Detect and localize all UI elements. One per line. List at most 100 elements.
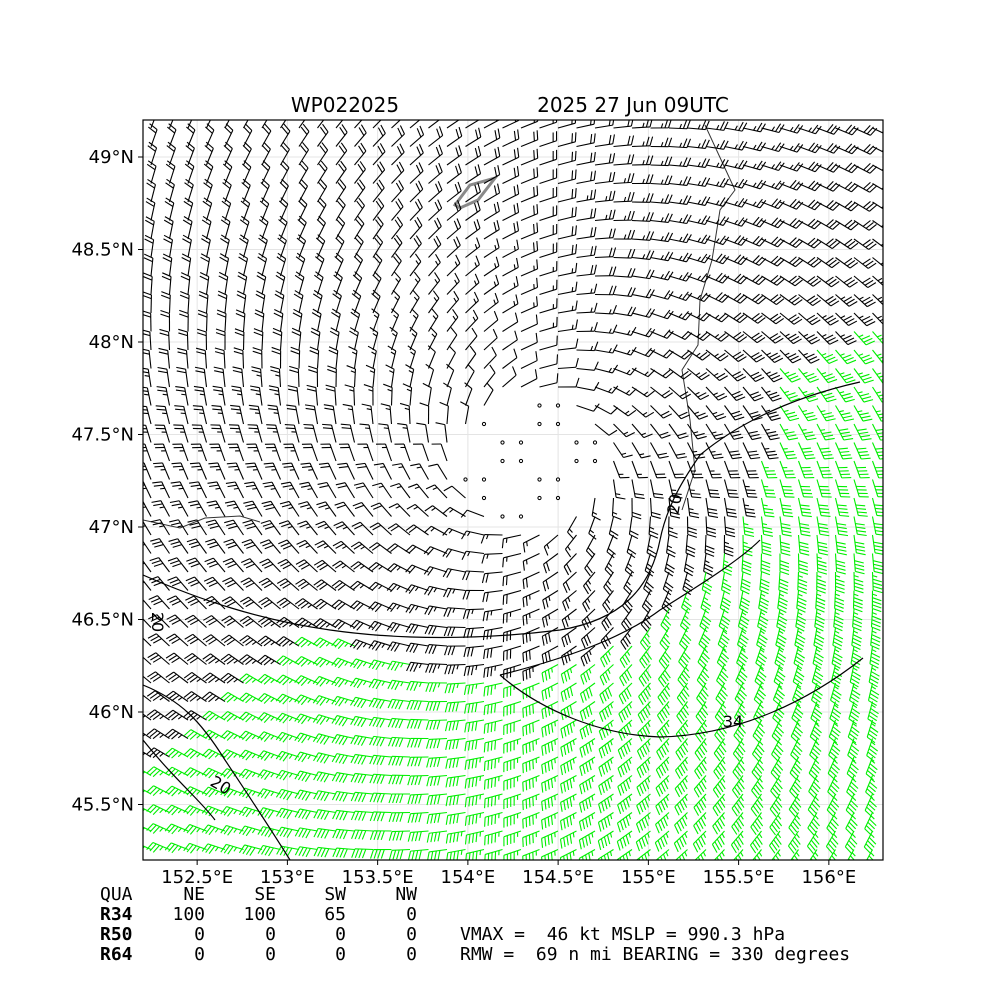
wind-barb-94 bbox=[409, 144, 424, 166]
wind-barb-845 bbox=[224, 500, 244, 517]
table-row-r50-ne: 0 bbox=[194, 924, 205, 945]
wind-barb-462 bbox=[557, 319, 579, 333]
wind-barb-193 bbox=[761, 198, 785, 210]
wind-barb-793 bbox=[760, 479, 776, 498]
wind-barb-277 bbox=[835, 238, 859, 250]
wind-barb-795 bbox=[797, 479, 814, 498]
wind-barb-157 bbox=[835, 181, 859, 193]
wind-barb-303 bbox=[576, 245, 597, 259]
wind-barb-777 bbox=[463, 477, 468, 482]
wind-barb-674 bbox=[779, 423, 799, 441]
table-header-sw: SW bbox=[324, 884, 346, 905]
wind-barb-455 bbox=[428, 308, 439, 332]
wind-barb-817 bbox=[443, 485, 466, 499]
wind-barb-502 bbox=[557, 338, 579, 351]
wind-barb-405 bbox=[236, 290, 247, 314]
wind-barb-401 bbox=[161, 291, 171, 314]
wind-barb-997 bbox=[834, 571, 845, 594]
wind-barb-732 bbox=[357, 443, 374, 462]
wind-barb-903 bbox=[564, 534, 577, 558]
wind-barb-694 bbox=[397, 423, 411, 443]
wind-barb-1012 bbox=[349, 580, 374, 591]
wind-barb-342 bbox=[557, 262, 578, 277]
wind-barb-40 bbox=[148, 123, 158, 147]
wind-barb-740 bbox=[518, 458, 524, 464]
wind-barb-566 bbox=[251, 366, 263, 388]
wind-barb-174 bbox=[409, 180, 424, 203]
wind-barb-516 bbox=[816, 349, 838, 364]
wind-barb-565 bbox=[232, 366, 245, 388]
wind-barb-313 bbox=[761, 255, 785, 267]
wind-barb-911 bbox=[723, 534, 734, 557]
wind-barb-102 bbox=[557, 150, 577, 166]
wind-barb-479 bbox=[872, 331, 883, 345]
wind-barb-14 bbox=[409, 120, 421, 129]
wind-barb-419 bbox=[502, 294, 519, 314]
wind-barb-517 bbox=[835, 349, 857, 365]
wind-barb-681 bbox=[154, 424, 171, 443]
wind-barb-946 bbox=[624, 553, 635, 577]
wind-barb-570 bbox=[327, 365, 337, 388]
wind-barb-283 bbox=[201, 234, 211, 258]
wind-barb-772 bbox=[355, 462, 374, 480]
wind-barb-921 bbox=[150, 538, 170, 554]
wind-barb-797 bbox=[834, 479, 851, 498]
wind-barb-979 bbox=[481, 571, 503, 584]
x-tick-label-3: 154°E bbox=[441, 867, 496, 888]
wind-barb-314 bbox=[779, 256, 804, 268]
wind-barb-945 bbox=[604, 553, 614, 577]
wind-barb-449 bbox=[311, 308, 322, 332]
wind-barb-150 bbox=[705, 178, 729, 188]
wind-barb-791 bbox=[723, 479, 739, 499]
wind-barb-364 bbox=[218, 271, 229, 295]
wind-barb-422 bbox=[557, 300, 578, 314]
wind-barb-714 bbox=[779, 442, 797, 460]
wind-barb-1007 bbox=[258, 577, 281, 591]
wind-barb-595 bbox=[798, 386, 819, 403]
wind-barb-668 bbox=[668, 423, 689, 440]
wind-barb-408 bbox=[293, 290, 304, 314]
wind-barb-365 bbox=[237, 271, 248, 295]
wind-barb-632 bbox=[742, 405, 763, 421]
wind-barb-637 bbox=[835, 405, 855, 422]
wind-barb-70 bbox=[705, 140, 729, 150]
wind-barb-552 bbox=[742, 368, 765, 382]
wind-barb-666 bbox=[631, 423, 653, 439]
wind-barb-937 bbox=[442, 548, 466, 558]
wind-barb-291 bbox=[354, 234, 364, 258]
wind-barb-751 bbox=[723, 460, 741, 479]
wind-barb-743 bbox=[574, 458, 579, 464]
wind-barb-104 bbox=[594, 153, 616, 166]
wind-barb-179 bbox=[502, 184, 520, 203]
wind-barb-81 bbox=[166, 141, 176, 166]
wind-barb-693 bbox=[378, 423, 393, 443]
wind-barb-336 bbox=[446, 254, 461, 277]
wind-barb-523 bbox=[195, 347, 208, 369]
wind-barb-554 bbox=[779, 368, 801, 383]
wind-barb-705 bbox=[613, 442, 633, 459]
wind-barb-853 bbox=[370, 502, 392, 517]
wind-barb-278 bbox=[853, 238, 877, 250]
wind-barb-941 bbox=[522, 553, 540, 571]
wind-barb-877 bbox=[834, 516, 849, 537]
wind-barb-832 bbox=[742, 497, 756, 518]
wind-barb-307 bbox=[650, 251, 674, 262]
wind-barb-134 bbox=[409, 162, 424, 184]
wind-barb-842 bbox=[169, 500, 189, 517]
wind-barb-770 bbox=[318, 462, 337, 480]
wind-barb-45 bbox=[243, 123, 253, 147]
y-tick-label-4: 47.5°N bbox=[71, 425, 134, 446]
wind-barb-305 bbox=[613, 248, 636, 259]
wind-barb-807 bbox=[262, 481, 281, 499]
wind-barb-445 bbox=[235, 309, 246, 332]
wind-barb-672 bbox=[742, 423, 762, 441]
wind-barb-466 bbox=[631, 327, 656, 338]
wind-barb-905 bbox=[606, 534, 616, 559]
wind-barb-241 bbox=[163, 216, 174, 240]
wind-barb-298 bbox=[483, 238, 500, 258]
wind-barb-77 bbox=[835, 143, 859, 155]
wind-barb-571 bbox=[346, 365, 357, 388]
wind-barb-852 bbox=[352, 501, 374, 517]
wind-barb-333 bbox=[391, 253, 402, 277]
wind-barb-551 bbox=[724, 368, 747, 382]
